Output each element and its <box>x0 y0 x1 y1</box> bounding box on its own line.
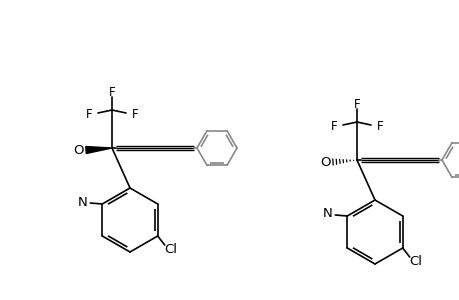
Text: F: F <box>108 85 115 98</box>
Text: F: F <box>131 109 138 122</box>
Text: Cl: Cl <box>409 256 421 268</box>
Text: O: O <box>320 155 330 169</box>
Text: F: F <box>353 98 359 110</box>
Text: F: F <box>330 121 336 134</box>
Text: F: F <box>85 109 92 122</box>
Text: N: N <box>322 208 331 220</box>
Text: N: N <box>77 196 87 208</box>
Text: Cl: Cl <box>164 244 177 256</box>
Polygon shape <box>85 146 112 154</box>
Text: O: O <box>73 143 84 157</box>
Text: F: F <box>376 121 382 134</box>
